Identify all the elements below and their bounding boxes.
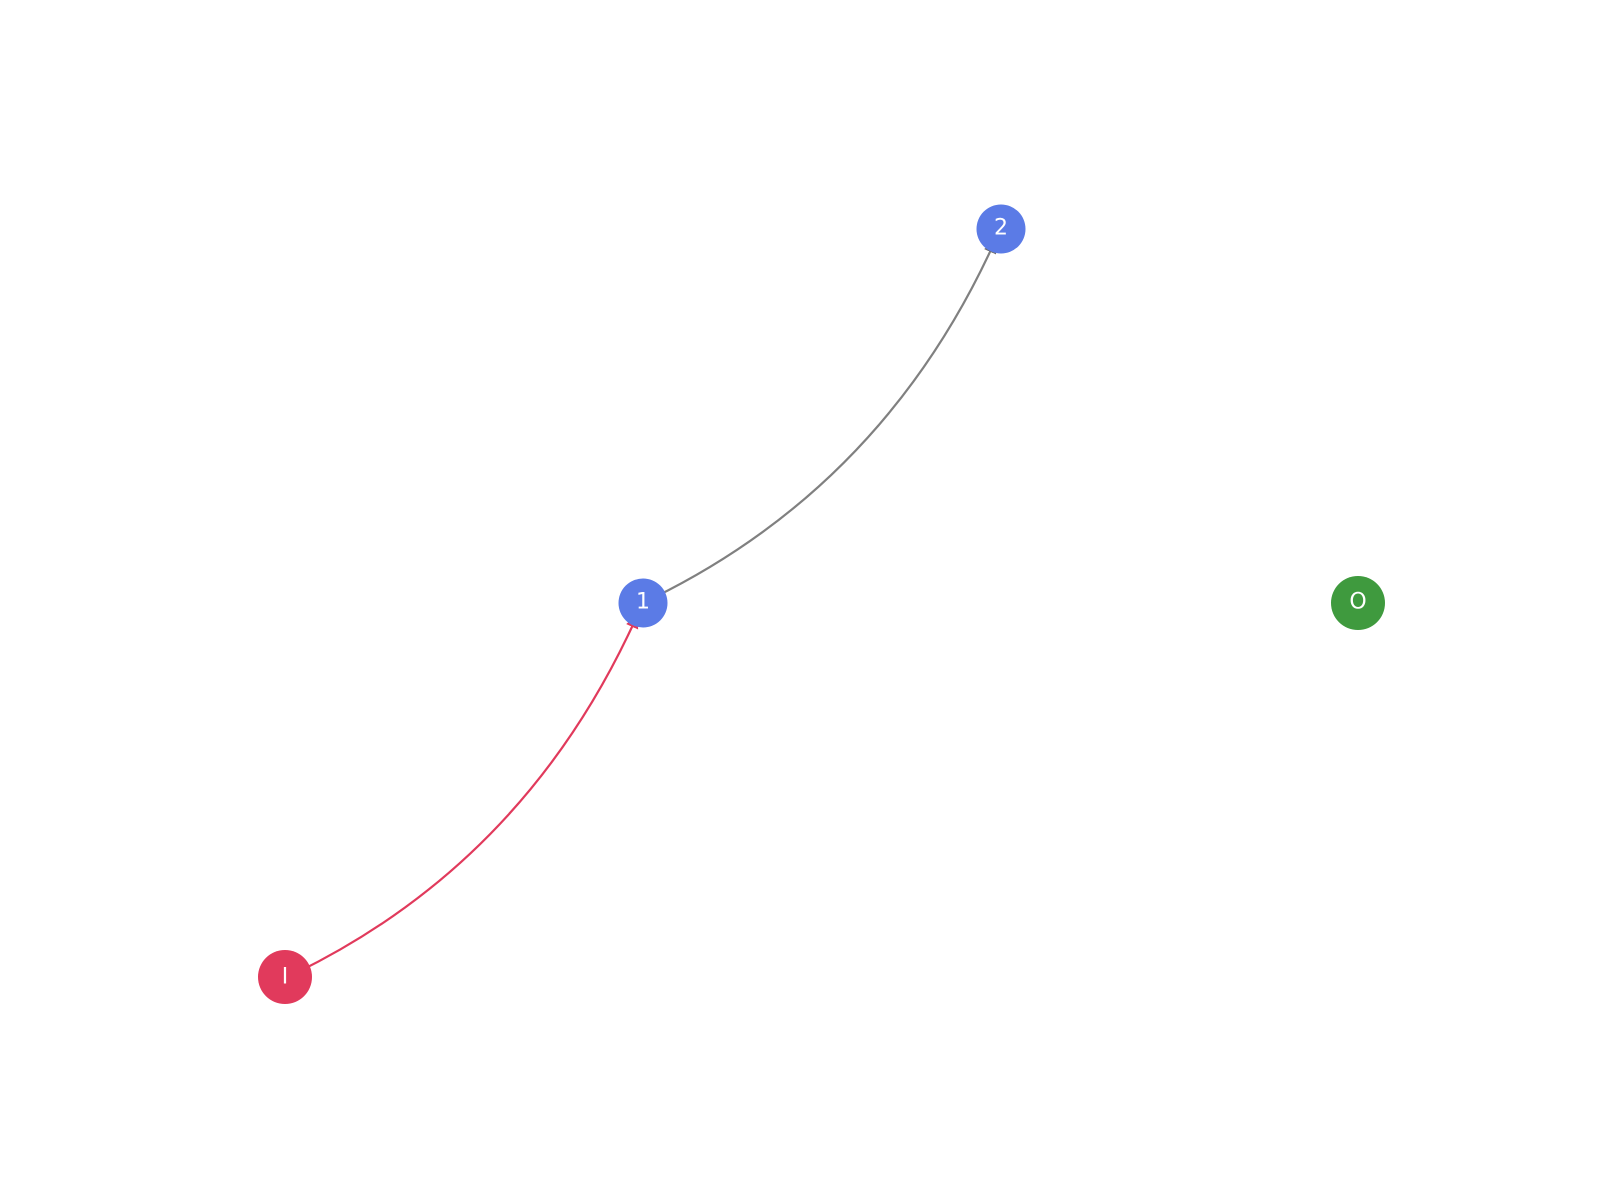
node-output[interactable]: O xyxy=(1331,576,1385,630)
edge-i-to-1 xyxy=(295,614,639,974)
node-output-circle[interactable] xyxy=(1331,576,1385,630)
node-hidden-2-circle[interactable] xyxy=(976,204,1026,254)
node-input[interactable]: I xyxy=(258,950,312,1004)
node-hidden-2[interactable]: 2 xyxy=(976,204,1026,254)
edges-layer xyxy=(295,239,997,974)
node-input-label: I xyxy=(282,965,289,990)
edge-1-to-2 xyxy=(652,239,997,599)
node-hidden-1-label: 1 xyxy=(636,590,650,615)
node-hidden-1[interactable]: 1 xyxy=(618,578,668,628)
nodes-layer: I 1 2 O xyxy=(258,204,1385,1004)
node-input-circle[interactable] xyxy=(258,950,312,1004)
node-hidden-2-label: 2 xyxy=(994,216,1008,241)
node-output-label: O xyxy=(1349,590,1366,615)
node-hidden-1-circle[interactable] xyxy=(618,578,668,628)
